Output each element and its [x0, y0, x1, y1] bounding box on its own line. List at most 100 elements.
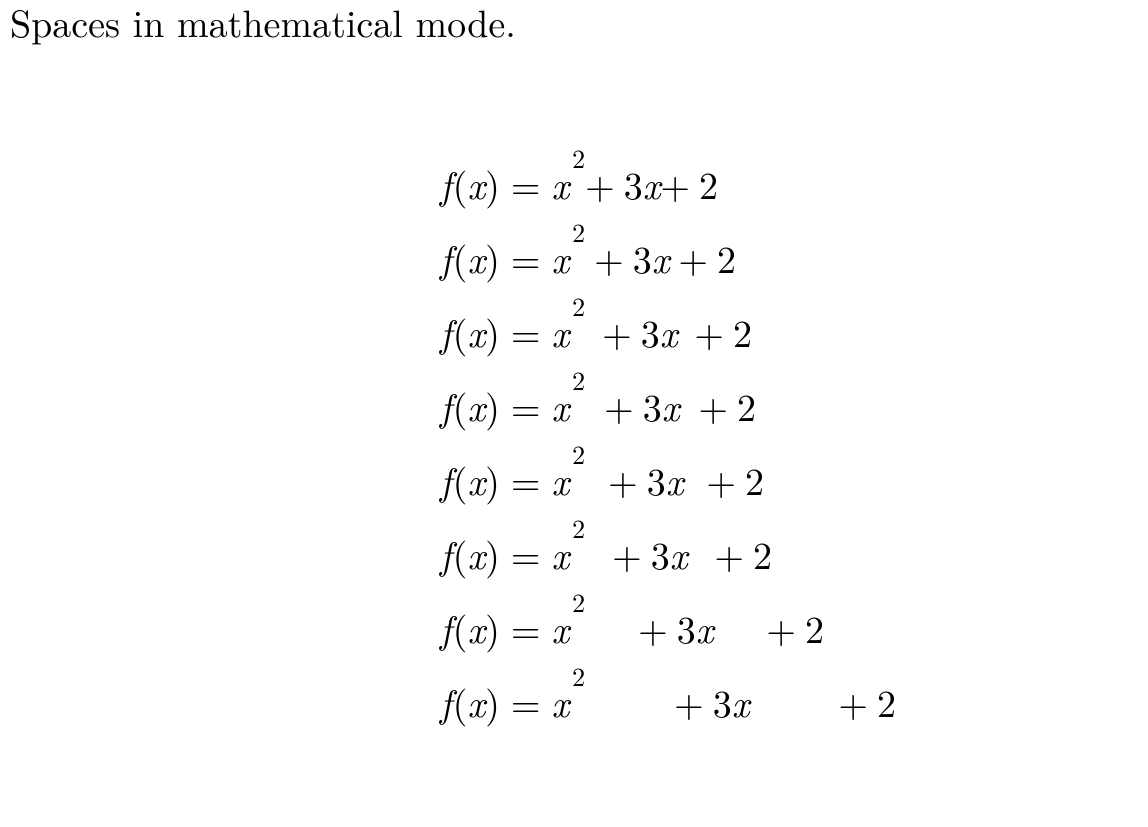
equation-row: f(x)=x2+3x+2	[440, 517, 896, 591]
math-number-3: 3	[633, 231, 652, 285]
math-operator-plus: +	[660, 157, 690, 211]
math-number-2: 2	[877, 675, 896, 729]
math-number-3: 3	[647, 453, 666, 507]
math-operator-plus: +	[674, 675, 704, 729]
math-operator-equals: =	[511, 379, 541, 433]
math-open-paren: (	[453, 527, 468, 581]
math-identifier-x: x	[551, 305, 569, 359]
math-identifier-x: x	[696, 601, 714, 655]
math-open-paren: (	[453, 379, 468, 433]
math-identifier-f: f	[440, 675, 452, 729]
math-operator-plus: +	[608, 453, 638, 507]
math-identifier-x: x	[467, 601, 485, 655]
math-open-paren: (	[453, 157, 468, 211]
equation-row: f(x)=x2+3x+2	[440, 147, 896, 221]
math-operator-plus: +	[706, 453, 736, 507]
math-operator-equals: =	[511, 157, 541, 211]
math-operator-plus: +	[678, 231, 708, 285]
math-identifier-x: x	[660, 305, 678, 359]
math-identifier-x: x	[551, 157, 569, 211]
math-superscript-2: 2	[572, 435, 585, 472]
math-identifier-f: f	[440, 305, 452, 359]
math-identifier-x: x	[467, 157, 485, 211]
equation-row: f(x)=x2+3x+2	[440, 665, 896, 739]
math-operator-equals: =	[511, 527, 541, 581]
math-operator-plus: +	[838, 675, 868, 729]
math-close-paren: )	[485, 453, 500, 507]
math-superscript-2: 2	[572, 509, 585, 546]
math-close-paren: )	[485, 231, 500, 285]
math-identifier-x: x	[467, 527, 485, 581]
math-operator-equals: =	[511, 675, 541, 729]
math-operator-plus: +	[714, 527, 744, 581]
math-operator-plus: +	[594, 231, 624, 285]
math-x-squared: x2	[551, 379, 569, 433]
equation-row: f(x)=x2+3x+2	[440, 369, 896, 443]
math-superscript-2: 2	[572, 213, 585, 250]
equation-row: f(x)=x2+3x+2	[440, 221, 896, 295]
equation-row: f(x)=x2+3x+2	[440, 591, 896, 665]
math-close-paren: )	[485, 305, 500, 359]
math-identifier-f: f	[440, 231, 452, 285]
equation-row: f(x)=x2+3x+2	[440, 295, 896, 369]
math-number-3: 3	[624, 157, 643, 211]
math-x-squared: x2	[551, 453, 569, 507]
math-identifier-x: x	[467, 453, 485, 507]
math-x-squared: x2	[551, 305, 569, 359]
math-x-squared: x2	[551, 675, 569, 729]
math-number-3: 3	[643, 379, 662, 433]
math-superscript-2: 2	[572, 361, 585, 398]
math-x-squared: x2	[551, 157, 569, 211]
math-close-paren: )	[485, 675, 500, 729]
math-operator-plus: +	[638, 601, 668, 655]
math-identifier-x: x	[662, 379, 680, 433]
math-number-2: 2	[737, 379, 756, 433]
math-identifier-x: x	[467, 231, 485, 285]
math-identifier-f: f	[440, 601, 452, 655]
page-title: Spaces in mathematical mode.	[10, 0, 516, 46]
math-number-3: 3	[641, 305, 660, 359]
math-superscript-2: 2	[572, 287, 585, 324]
math-open-paren: (	[453, 675, 468, 729]
math-close-paren: )	[485, 601, 500, 655]
math-number-3: 3	[713, 675, 732, 729]
math-number-2: 2	[753, 527, 772, 581]
math-number-3: 3	[677, 601, 696, 655]
math-x-squared: x2	[551, 601, 569, 655]
math-superscript-2: 2	[572, 657, 585, 694]
math-operator-equals: =	[511, 231, 541, 285]
math-close-paren: )	[485, 379, 500, 433]
math-identifier-x: x	[670, 527, 688, 581]
math-x-squared: x2	[551, 231, 569, 285]
equation-row: f(x)=x2+3x+2	[440, 443, 896, 517]
math-identifier-x: x	[551, 231, 569, 285]
math-open-paren: (	[453, 305, 468, 359]
math-operator-plus: +	[766, 601, 796, 655]
math-superscript-2: 2	[572, 583, 585, 620]
math-superscript-2: 2	[572, 139, 585, 176]
math-number-2: 2	[745, 453, 764, 507]
math-number-2: 2	[805, 601, 824, 655]
math-identifier-x: x	[551, 527, 569, 581]
math-operator-equals: =	[511, 305, 541, 359]
math-number-2: 2	[717, 231, 736, 285]
math-identifier-x: x	[467, 675, 485, 729]
math-identifier-f: f	[440, 453, 452, 507]
math-identifier-x: x	[652, 231, 670, 285]
math-operator-plus: +	[694, 305, 724, 359]
math-operator-plus: +	[602, 305, 632, 359]
math-identifier-x: x	[551, 675, 569, 729]
math-x-squared: x2	[551, 527, 569, 581]
math-number-3: 3	[651, 527, 670, 581]
equation-block: f(x)=x2+3x+2f(x)=x2+3x+2f(x)=x2+3x+2f(x)…	[440, 147, 896, 739]
math-close-paren: )	[485, 157, 500, 211]
math-number-2: 2	[699, 157, 718, 211]
math-operator-plus: +	[604, 379, 634, 433]
math-open-paren: (	[453, 601, 468, 655]
math-identifier-x: x	[467, 305, 485, 359]
math-close-paren: )	[485, 527, 500, 581]
math-identifier-x: x	[551, 601, 569, 655]
math-identifier-f: f	[440, 527, 452, 581]
math-number-2: 2	[733, 305, 752, 359]
math-open-paren: (	[453, 453, 468, 507]
